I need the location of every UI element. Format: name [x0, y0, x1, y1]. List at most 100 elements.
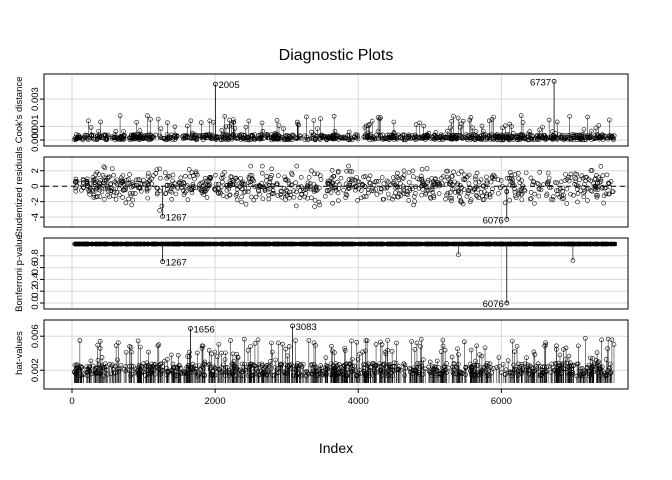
- data-point: [345, 133, 351, 138]
- data-point: [291, 188, 297, 193]
- data-point: [519, 197, 525, 202]
- data-point: [260, 196, 266, 202]
- data-point: [317, 173, 323, 178]
- data-point: [445, 128, 450, 134]
- data-point: [294, 363, 300, 369]
- data-point: [156, 342, 162, 348]
- data-point: [475, 363, 481, 368]
- data-point: [550, 129, 555, 134]
- data-point: [89, 132, 94, 138]
- data-point: [572, 135, 577, 141]
- data-point: [587, 355, 593, 361]
- data-point: [313, 342, 318, 348]
- labelled-point: [213, 81, 218, 87]
- data-point: [315, 126, 320, 131]
- data-point: [77, 338, 83, 343]
- data-point: [309, 134, 315, 139]
- data-point: [336, 168, 341, 174]
- data-point: [191, 135, 196, 141]
- p-value-band: [74, 242, 617, 246]
- data-point: [554, 136, 560, 141]
- data-point: [149, 133, 154, 138]
- data-point: [425, 179, 430, 185]
- data-point: [498, 178, 504, 183]
- x-axis-label: Index: [319, 440, 353, 456]
- data-point: [590, 356, 596, 361]
- data-point: [437, 181, 443, 187]
- data-point: [212, 186, 217, 192]
- data-point: [227, 181, 233, 187]
- y-tick-label: 0.8: [30, 249, 41, 262]
- data-point: [458, 190, 463, 195]
- data-point: [386, 179, 391, 185]
- data-point: [163, 191, 168, 197]
- data-point: [515, 361, 521, 367]
- data-point: [524, 355, 529, 361]
- data-point: [92, 182, 98, 187]
- data-point: [311, 118, 317, 123]
- data-point: [308, 362, 314, 368]
- data-point: [73, 176, 79, 182]
- data-point: [524, 366, 530, 372]
- data-point: [226, 133, 231, 138]
- data-point: [253, 135, 258, 141]
- y-tick-label: -4: [30, 213, 41, 221]
- data-point: [241, 367, 247, 373]
- data-point: [544, 191, 550, 197]
- data-point: [371, 182, 377, 188]
- data-point: [98, 178, 103, 183]
- data-point: [189, 190, 195, 195]
- data-point: [330, 136, 336, 142]
- data-point: [598, 177, 603, 182]
- data-point: [191, 173, 196, 178]
- data-point: [344, 192, 350, 198]
- data-point: [253, 194, 259, 200]
- data-point: [587, 371, 592, 377]
- data-point: [127, 172, 132, 177]
- data-point: [266, 364, 272, 369]
- data-point: [606, 180, 611, 186]
- data-point: [566, 353, 572, 359]
- data-point: [322, 193, 328, 199]
- labelled-point: [504, 217, 510, 222]
- data-point: [385, 191, 391, 197]
- data-point: [164, 365, 169, 371]
- data-point: [121, 136, 127, 141]
- data-point: [536, 181, 541, 187]
- data-point: [460, 118, 466, 124]
- data-point: [390, 181, 396, 186]
- data-point: [127, 181, 133, 186]
- data-point: [593, 135, 599, 141]
- panel-3: 1267 6076 0.00.20.40.60.8 Bonferroni p-valu…: [14, 234, 629, 312]
- data-point: [131, 133, 136, 138]
- data-point: [202, 189, 208, 194]
- data-point: [108, 181, 114, 186]
- data-point: [185, 197, 191, 203]
- data-point: [570, 258, 576, 263]
- data-point: [345, 186, 351, 192]
- data-point: [91, 195, 97, 200]
- data-point: [607, 191, 612, 197]
- data-point: [234, 136, 240, 142]
- data-point: [171, 365, 177, 370]
- data-point: [265, 132, 270, 137]
- data-point: [230, 131, 236, 137]
- point-label: 6076: [483, 215, 504, 226]
- data-point: [183, 184, 189, 190]
- data-point: [492, 174, 498, 179]
- data-point: [127, 135, 133, 141]
- data-point: [372, 136, 377, 142]
- data-point: [138, 132, 144, 138]
- data-point: [541, 133, 546, 138]
- data-point: [212, 349, 218, 355]
- data-point: [458, 169, 464, 174]
- data-point: [568, 137, 574, 143]
- data-point: [465, 191, 471, 196]
- data-point: [357, 351, 362, 357]
- data-point: [117, 186, 122, 192]
- data-point: [104, 367, 110, 373]
- data-point: [462, 176, 468, 182]
- data-point: [283, 346, 288, 352]
- data-point: [396, 364, 402, 369]
- data-point: [341, 187, 346, 193]
